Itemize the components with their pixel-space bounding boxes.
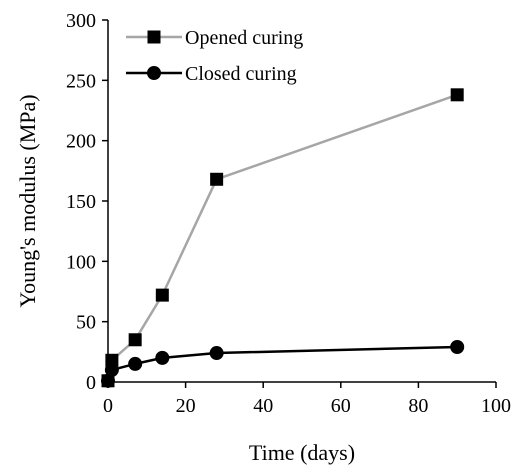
x-ticks: 0 20 40 60 80 100 xyxy=(103,382,511,417)
y-tick-label: 250 xyxy=(66,70,96,92)
legend-label: Opened curing xyxy=(185,27,303,49)
legend: Opened curing Closed curing xyxy=(126,27,303,85)
series-opened-curing xyxy=(101,88,464,388)
y-ticks: 0 50 100 150 200 250 300 xyxy=(66,10,108,394)
data-point-circle xyxy=(450,340,465,355)
series-layer xyxy=(101,88,465,388)
data-point-square xyxy=(210,172,224,186)
x-tick-label: 0 xyxy=(103,395,113,417)
data-point-square xyxy=(155,288,169,302)
series-closed-curing xyxy=(101,340,465,388)
chart-axes xyxy=(107,20,496,383)
data-point-circle xyxy=(104,362,119,377)
x-tick-label: 40 xyxy=(253,395,273,417)
y-tick-label: 0 xyxy=(86,372,96,394)
legend-item: Opened curing xyxy=(126,27,303,49)
x-tick-label: 60 xyxy=(331,395,351,417)
legend-marker-square xyxy=(147,30,161,44)
y-axis-title: Young's modulus (MPa) xyxy=(15,94,40,307)
data-point-circle xyxy=(101,373,115,388)
y-tick-label: 300 xyxy=(66,10,96,32)
data-point-square xyxy=(128,333,142,347)
data-point-circle xyxy=(128,356,143,371)
x-tick-label: 20 xyxy=(176,395,196,417)
data-point-square xyxy=(450,88,464,102)
x-axis-title: Time (days) xyxy=(249,440,355,465)
series-line xyxy=(106,93,458,382)
legend-marker-circle xyxy=(147,66,161,80)
y-tick-label: 200 xyxy=(66,131,96,153)
y-tick-label: 150 xyxy=(66,191,96,213)
x-tick-label: 100 xyxy=(481,395,511,417)
data-point-square xyxy=(105,353,119,367)
data-point-circle xyxy=(209,346,224,361)
legend-item: Closed curing xyxy=(126,63,297,85)
y-tick-label: 100 xyxy=(66,251,96,273)
legend-label: Closed curing xyxy=(185,63,297,85)
x-tick-label: 80 xyxy=(408,395,428,417)
data-point-circle xyxy=(155,350,170,365)
y-tick-label: 50 xyxy=(76,312,96,334)
